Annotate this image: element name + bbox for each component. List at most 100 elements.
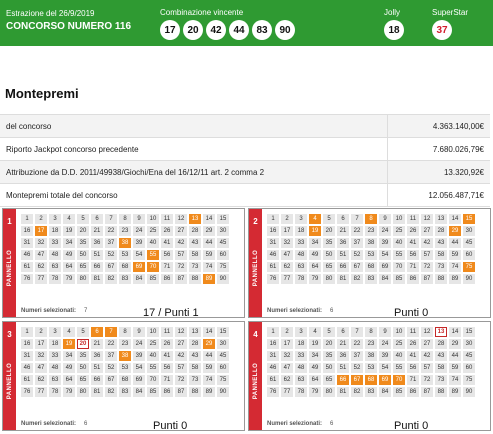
number-cell[interactable]: 27 — [175, 226, 187, 236]
number-cell[interactable]: 46 — [21, 363, 33, 373]
number-cell[interactable]: 70 — [147, 375, 159, 385]
number-cell[interactable]: 23 — [119, 339, 131, 349]
number-cell[interactable]: 57 — [175, 250, 187, 260]
number-cell[interactable]: 11 — [407, 327, 419, 337]
number-cell[interactable]: 37 — [105, 238, 117, 248]
number-cell[interactable]: 5 — [77, 327, 89, 337]
number-cell[interactable]: 37 — [351, 238, 363, 248]
number-cell[interactable]: 77 — [281, 274, 293, 284]
number-cell[interactable]: 53 — [365, 363, 377, 373]
number-cell[interactable]: 83 — [365, 387, 377, 397]
number-cell[interactable]: 70 — [393, 375, 405, 385]
number-cell[interactable]: 7 — [105, 327, 117, 337]
number-cell[interactable]: 3 — [49, 327, 61, 337]
number-cell[interactable]: 36 — [91, 351, 103, 361]
number-cell[interactable]: 59 — [449, 363, 461, 373]
number-cell[interactable]: 20 — [77, 339, 89, 349]
number-cell[interactable]: 40 — [393, 238, 405, 248]
number-cell[interactable]: 78 — [295, 387, 307, 397]
number-cell[interactable]: 46 — [267, 363, 279, 373]
number-cell[interactable]: 21 — [337, 339, 349, 349]
number-cell[interactable]: 45 — [463, 238, 475, 248]
number-cell[interactable]: 5 — [323, 214, 335, 224]
number-cell[interactable]: 82 — [351, 387, 363, 397]
number-cell[interactable]: 73 — [189, 262, 201, 272]
number-cell[interactable]: 40 — [147, 351, 159, 361]
number-cell[interactable]: 68 — [365, 262, 377, 272]
number-cell[interactable]: 79 — [309, 387, 321, 397]
number-cell[interactable]: 48 — [295, 363, 307, 373]
number-cell[interactable]: 23 — [119, 226, 131, 236]
number-cell[interactable]: 20 — [77, 226, 89, 236]
number-cell[interactable]: 48 — [49, 250, 61, 260]
number-cell[interactable]: 74 — [203, 375, 215, 385]
number-cell[interactable]: 13 — [435, 214, 447, 224]
number-cell[interactable]: 90 — [217, 387, 229, 397]
number-cell[interactable]: 88 — [189, 387, 201, 397]
number-cell[interactable]: 2 — [35, 214, 47, 224]
number-cell[interactable]: 60 — [217, 250, 229, 260]
number-cell[interactable]: 52 — [105, 363, 117, 373]
number-cell[interactable]: 15 — [217, 327, 229, 337]
number-cell[interactable]: 1 — [267, 214, 279, 224]
number-cell[interactable]: 85 — [393, 274, 405, 284]
number-cell[interactable]: 69 — [133, 262, 145, 272]
number-cell[interactable]: 80 — [323, 274, 335, 284]
number-cell[interactable]: 67 — [351, 262, 363, 272]
number-cell[interactable]: 87 — [421, 274, 433, 284]
number-cell[interactable]: 21 — [337, 226, 349, 236]
number-cell[interactable]: 81 — [337, 274, 349, 284]
number-cell[interactable]: 51 — [91, 250, 103, 260]
number-cell[interactable]: 77 — [281, 387, 293, 397]
number-cell[interactable]: 1 — [21, 327, 33, 337]
number-cell[interactable]: 85 — [147, 387, 159, 397]
number-cell[interactable]: 19 — [63, 339, 75, 349]
number-cell[interactable]: 47 — [281, 363, 293, 373]
number-cell[interactable]: 87 — [175, 274, 187, 284]
number-cell[interactable]: 14 — [449, 327, 461, 337]
number-cell[interactable]: 76 — [267, 387, 279, 397]
number-cell[interactable]: 76 — [267, 274, 279, 284]
number-cell[interactable]: 80 — [77, 387, 89, 397]
number-cell[interactable]: 89 — [203, 274, 215, 284]
number-cell[interactable]: 61 — [21, 375, 33, 385]
number-cell[interactable]: 59 — [203, 363, 215, 373]
number-cell[interactable]: 84 — [133, 387, 145, 397]
number-cell[interactable]: 64 — [63, 375, 75, 385]
number-cell[interactable]: 35 — [323, 351, 335, 361]
number-cell[interactable]: 36 — [91, 238, 103, 248]
number-cell[interactable]: 22 — [105, 339, 117, 349]
number-cell[interactable]: 32 — [35, 238, 47, 248]
number-cell[interactable]: 40 — [147, 238, 159, 248]
number-cell[interactable]: 58 — [435, 250, 447, 260]
number-cell[interactable]: 89 — [449, 274, 461, 284]
number-cell[interactable]: 14 — [203, 214, 215, 224]
number-cell[interactable]: 19 — [63, 226, 75, 236]
number-cell[interactable]: 83 — [365, 274, 377, 284]
number-cell[interactable]: 66 — [91, 375, 103, 385]
number-cell[interactable]: 71 — [407, 375, 419, 385]
number-cell[interactable]: 45 — [217, 238, 229, 248]
number-cell[interactable]: 38 — [365, 351, 377, 361]
number-cell[interactable]: 67 — [105, 375, 117, 385]
number-cell[interactable]: 74 — [449, 262, 461, 272]
number-cell[interactable]: 13 — [189, 214, 201, 224]
number-cell[interactable]: 39 — [379, 351, 391, 361]
number-cell[interactable]: 50 — [323, 363, 335, 373]
number-cell[interactable]: 78 — [295, 274, 307, 284]
number-cell[interactable]: 65 — [323, 375, 335, 385]
number-cell[interactable]: 44 — [449, 351, 461, 361]
number-cell[interactable]: 78 — [49, 387, 61, 397]
number-cell[interactable]: 25 — [147, 226, 159, 236]
number-cell[interactable]: 66 — [337, 262, 349, 272]
number-cell[interactable]: 53 — [119, 250, 131, 260]
number-cell[interactable]: 77 — [35, 387, 47, 397]
number-cell[interactable]: 13 — [189, 327, 201, 337]
number-cell[interactable]: 39 — [133, 351, 145, 361]
number-cell[interactable]: 71 — [161, 375, 173, 385]
number-cell[interactable]: 49 — [63, 363, 75, 373]
number-cell[interactable]: 69 — [379, 375, 391, 385]
number-cell[interactable]: 9 — [133, 327, 145, 337]
number-cell[interactable]: 66 — [91, 262, 103, 272]
number-cell[interactable]: 55 — [147, 363, 159, 373]
